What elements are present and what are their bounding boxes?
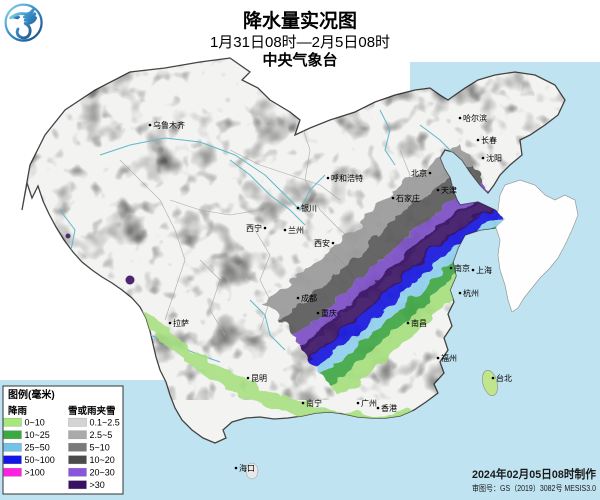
svg-text:图例(毫米): 图例(毫米) <box>8 388 55 401</box>
svg-text:50~100: 50~100 <box>25 455 55 465</box>
svg-text:南昌: 南昌 <box>411 318 427 328</box>
svg-text:2024年02月05日08时制作: 2024年02月05日08时制作 <box>472 467 597 481</box>
svg-text:成都: 成都 <box>301 293 317 303</box>
svg-text:杭州: 杭州 <box>463 288 479 298</box>
svg-text:香港: 香港 <box>381 403 397 413</box>
svg-text:长春: 长春 <box>481 135 497 145</box>
svg-text:降水量实况图: 降水量实况图 <box>243 9 357 32</box>
svg-text:海口: 海口 <box>239 463 255 473</box>
svg-text:审图号：GS（2019）3082号 MESIS3.0: 审图号：GS（2019）3082号 MESIS3.0 <box>472 483 597 493</box>
svg-text:石家庄: 石家庄 <box>396 193 420 203</box>
svg-text:>30: >30 <box>90 480 105 490</box>
svg-text:10~20: 10~20 <box>90 455 115 465</box>
svg-text:重庆: 重庆 <box>321 308 337 318</box>
svg-text:广州: 广州 <box>361 398 377 408</box>
svg-text:25~50: 25~50 <box>25 442 50 452</box>
svg-text:1月31日08时—2月5日08时: 1月31日08时—2月5日08时 <box>210 34 390 51</box>
svg-text:北京: 北京 <box>411 168 427 178</box>
svg-text:5~10: 5~10 <box>90 442 110 452</box>
svg-text:上海: 上海 <box>476 265 492 275</box>
svg-text:西安: 西安 <box>314 238 330 248</box>
svg-text:中央气象台: 中央气象台 <box>262 51 337 69</box>
svg-text:0~10: 0~10 <box>25 417 45 427</box>
svg-text:天津: 天津 <box>441 185 457 195</box>
svg-text:哈尔滨: 哈尔滨 <box>463 113 487 123</box>
svg-text:0.1~2.5: 0.1~2.5 <box>90 417 120 427</box>
svg-text:2.5~5: 2.5~5 <box>90 430 113 440</box>
svg-text:降雨: 降雨 <box>8 405 28 417</box>
svg-text:台北: 台北 <box>496 373 512 383</box>
svg-text:南宁: 南宁 <box>306 398 322 408</box>
svg-text:乌鲁木齐: 乌鲁木齐 <box>153 120 185 130</box>
svg-text:南京: 南京 <box>454 263 470 273</box>
svg-text:昆明: 昆明 <box>251 374 267 383</box>
svg-text:西宁: 西宁 <box>246 223 262 233</box>
svg-text:雪或雨夹雪: 雪或雨夹雪 <box>68 405 116 417</box>
svg-text:银川: 银川 <box>301 203 317 213</box>
svg-text:呼和浩特: 呼和浩特 <box>331 173 363 183</box>
svg-text:20~30: 20~30 <box>90 467 115 477</box>
svg-text:福州: 福州 <box>441 354 457 363</box>
svg-text:兰州: 兰州 <box>288 225 304 235</box>
svg-text:拉萨: 拉萨 <box>173 318 189 328</box>
svg-text:10~25: 10~25 <box>25 430 50 440</box>
svg-text:沈阳: 沈阳 <box>486 153 502 163</box>
svg-text:>100: >100 <box>25 467 45 477</box>
